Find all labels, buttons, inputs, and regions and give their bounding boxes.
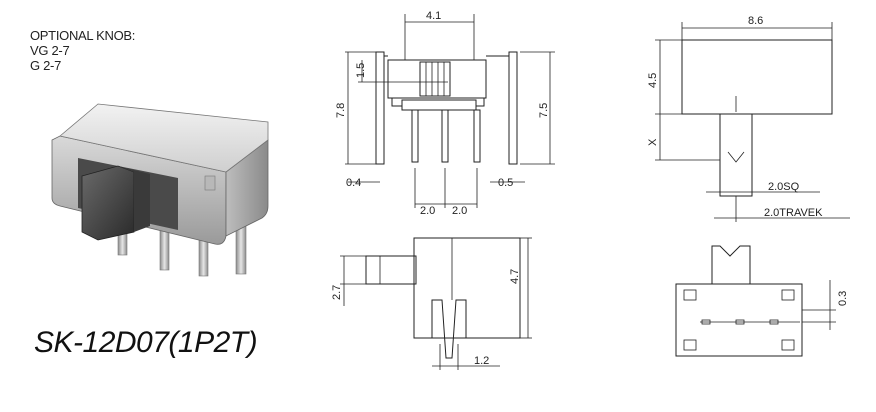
dim-width-top: 4.1 [426, 10, 441, 22]
dim-side-x: X [647, 138, 659, 146]
side-view [655, 22, 850, 222]
dim-knob-height: 1.5 [355, 63, 367, 78]
top-view [340, 237, 532, 370]
dim-body-height: 7.5 [538, 103, 550, 118]
dim-top-offset: 0.3 [837, 291, 849, 306]
front-view [345, 14, 555, 208]
part-number: SK-12D07(1P2T) [34, 326, 258, 359]
dim-bottom-knob: 2.7 [331, 285, 343, 300]
dim-pitch-b: 2.0 [452, 205, 467, 217]
note-vg: VG 2-7 [30, 43, 70, 58]
note-optional-knob: OPTIONAL KNOB: [30, 28, 136, 43]
dim-pin-left: 0.4 [346, 177, 361, 189]
dim-knob-sq: 2.0SQ [768, 181, 800, 193]
dim-bottom-pin: 1.2 [474, 355, 489, 367]
dim-travel: 2.0TRAVEK [764, 207, 823, 219]
dim-pitch-a: 2.0 [420, 205, 435, 217]
note-g: G 2-7 [30, 58, 62, 73]
dim-side-height: 4.5 [647, 73, 659, 88]
dim-side-width: 8.6 [748, 15, 763, 27]
bottom-view [675, 245, 836, 357]
switch-photo [51, 103, 269, 277]
dim-total-height: 7.8 [335, 103, 347, 118]
dim-pin-right: 0.5 [498, 177, 513, 189]
dim-bottom-height: 4.7 [509, 269, 521, 284]
